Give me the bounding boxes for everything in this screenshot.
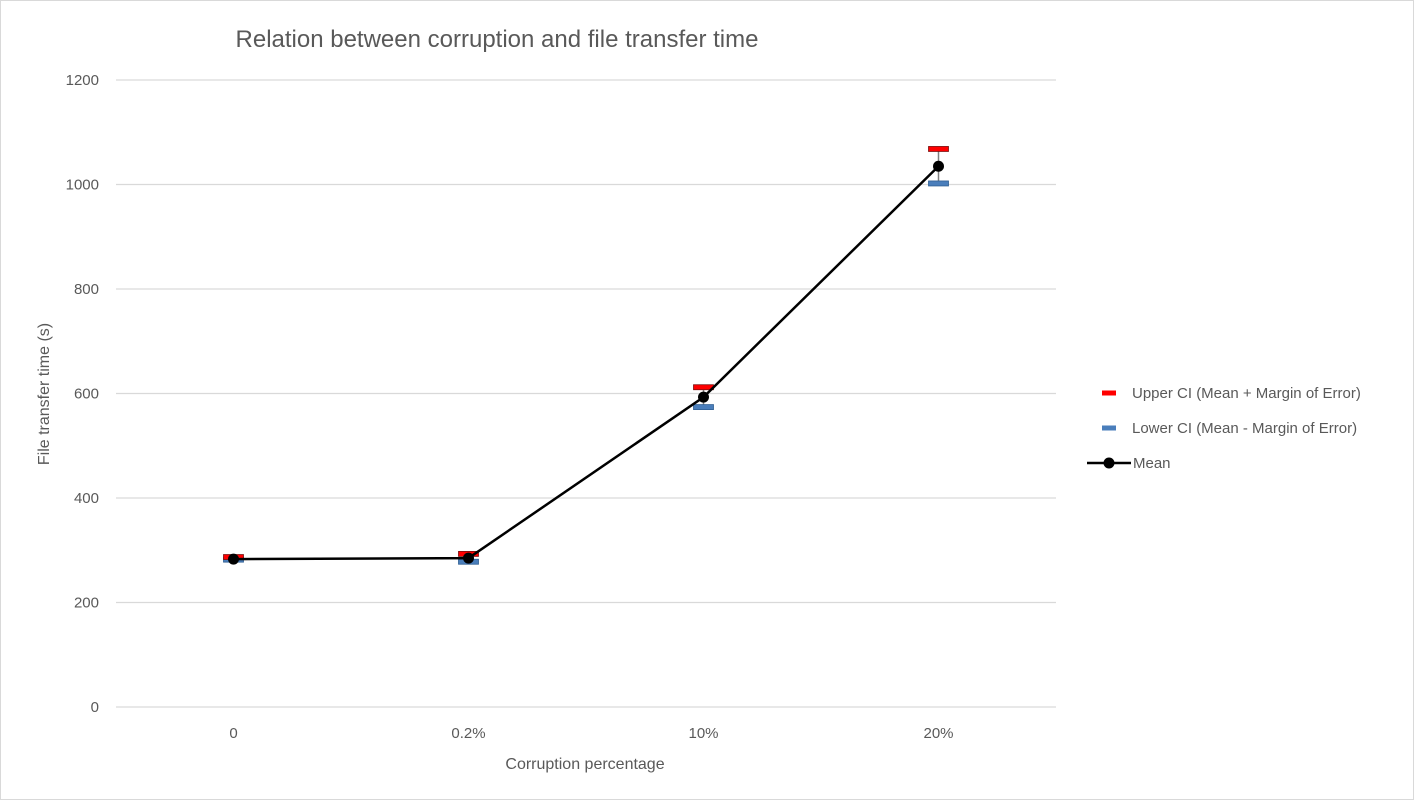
mean-line [233, 165, 940, 561]
chart-title: Relation between corruption and file tra… [236, 26, 759, 53]
legend-swatch-marker [1103, 457, 1115, 469]
y-tick-label: 200 [74, 595, 99, 612]
y-tick-label: 600 [74, 386, 99, 403]
y-axis-title: File transfer time (s) [36, 323, 53, 465]
y-tick-label: 400 [74, 490, 99, 507]
mean-marker [463, 552, 474, 564]
y-tick-label: 1000 [66, 177, 99, 194]
legend-label: Mean [1133, 455, 1171, 472]
mean-marker [933, 160, 944, 172]
legend-swatch [1102, 390, 1116, 396]
gridlines [116, 79, 1056, 708]
lower-ci-marker [928, 180, 949, 187]
y-tick-label: 800 [74, 281, 99, 298]
mean-marker [228, 553, 239, 565]
y-tick-labels: 0 200 400 600 800 1000 1200 [66, 72, 99, 716]
x-tick-labels: 0 0.2% 10% 20% [229, 725, 953, 742]
x-tick-label: 0.2% [451, 725, 485, 742]
x-tick-label: 10% [688, 725, 718, 742]
x-axis-title: Corruption percentage [505, 756, 664, 773]
legend-label: Lower CI (Mean - Margin of Error) [1132, 420, 1357, 437]
x-tick-label: 0 [229, 725, 237, 742]
plot-area [223, 146, 949, 565]
legend-label: Upper CI (Mean + Margin of Error) [1132, 385, 1361, 402]
y-tick-label: 1200 [66, 72, 99, 89]
y-tick-label: 0 [91, 699, 99, 716]
lower-ci-marker [693, 404, 714, 410]
legend-swatch [1102, 425, 1116, 431]
x-tick-label: 20% [923, 725, 953, 742]
upper-ci-marker [928, 146, 949, 152]
mean-marker [698, 391, 709, 403]
legend: Upper CI (Mean + Margin of Error) Lower C… [1087, 385, 1361, 472]
